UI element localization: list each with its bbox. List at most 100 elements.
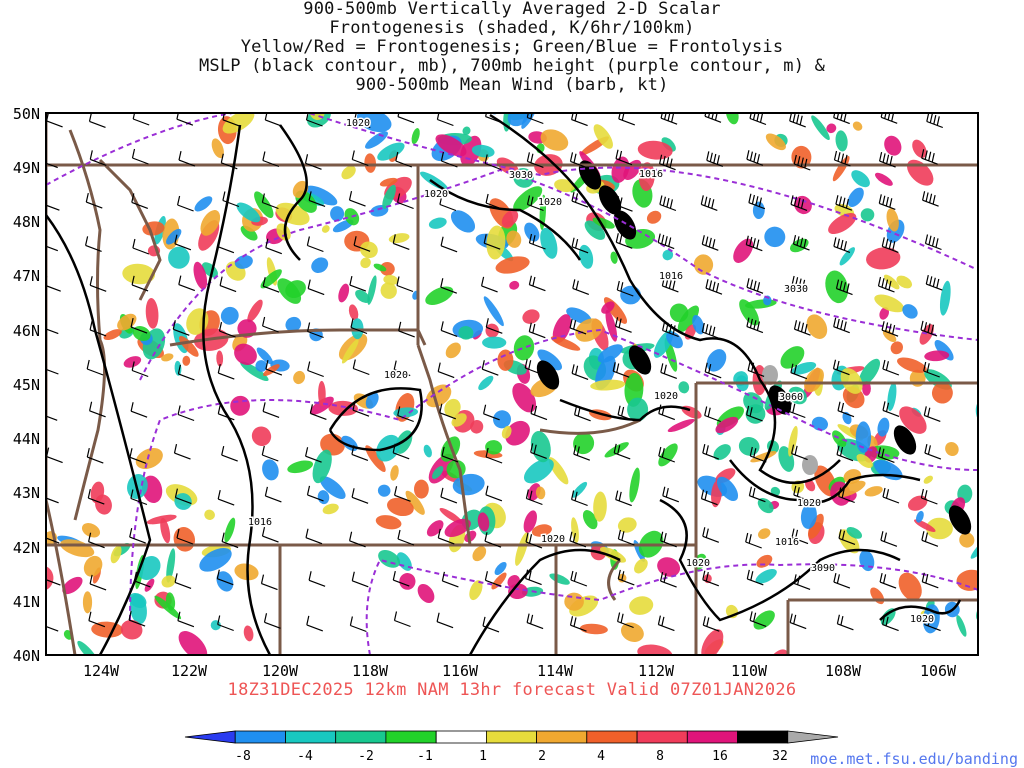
shading-patch [907,495,928,511]
wind-barb [483,404,500,421]
wind-barb [570,570,588,587]
wind-barb [791,444,808,461]
wind-barb [526,195,544,212]
shading-patch [240,225,258,241]
shading-patch [367,75,393,90]
mslp-contour [202,124,272,655]
shading-patch [451,413,467,427]
lon-label: 124W [83,662,120,680]
wind-barb [85,192,103,209]
lat-lon-axes: 50N 49N 48N 47N 46N 45N 44N 43N 42N 41N … [13,105,957,680]
wind-barb [877,276,895,293]
shading-patch [956,615,967,637]
shading-patch [884,135,902,156]
wind-barb [749,446,767,463]
strong-frontogenesis-core [613,210,637,240]
shading-patch [924,350,950,362]
title-line-1: 900-500mb Vertically Averaged 2-D Scalar [303,0,721,19]
shading-patch [883,274,900,290]
wind-barb [308,191,326,207]
wind-barb [222,191,240,208]
wind-barb [132,238,150,255]
shading-patch [959,532,975,548]
wind-barb [526,113,544,125]
shading-patch [753,610,775,630]
wind-barb [178,150,196,167]
shading-patch [262,459,279,481]
wind-barb [662,486,680,503]
wind-barb [348,190,366,207]
shading-patch [485,323,499,338]
wind-barb [615,196,633,212]
shading-patch [405,490,425,515]
shading-patch [5,559,36,586]
lon-label: 108W [825,662,862,680]
shading-patch [862,381,871,396]
shading-patch [420,171,449,191]
strong-frontogenesis-core [893,425,917,455]
shading-patch [161,353,174,362]
lat-label: 48N [13,213,40,231]
credit-link[interactable]: moe.met.fsu.edu/banding [810,750,1018,768]
wind-barb [46,625,59,632]
wind-barb [659,154,676,171]
shading-patch [887,382,897,412]
shading-patch [666,331,683,349]
shading-patch [312,449,332,484]
shading-patch [330,206,345,222]
height-label: 3030 [784,284,808,295]
wind-barb [528,275,546,292]
wind-barb [88,611,106,628]
wind-barb [437,362,455,379]
shading-patch [445,342,461,359]
lat-label: 49N [13,159,40,177]
wind-barb [394,486,411,502]
wind-barb [924,615,941,632]
wind-barb [309,404,327,420]
shading-patch [319,476,346,500]
wind-barb [660,531,677,548]
wind-barb [747,361,765,377]
wind-barb [702,527,720,543]
wind-barb [882,401,900,417]
shading-patch [477,512,490,532]
shading-patch [919,324,934,345]
title-line-5: 900-500mb Mean Wind (barb, kt) [355,75,669,95]
shading-patch [770,649,788,655]
wind-barb [264,113,282,127]
shading-patch [1006,494,1024,503]
shading-patch [597,344,623,363]
wind-barb [86,359,104,376]
wind-barb [261,445,279,462]
colorbar-swatch [234,730,286,744]
wind-barb [174,488,192,505]
wind-barb [351,571,369,588]
wind-barb [86,447,104,464]
wind-barb [306,615,324,632]
mslp-contour [468,548,621,655]
shading-patch [716,476,739,502]
colorbar-swatch [586,730,638,744]
wind-barb [350,318,368,335]
wind-barb [176,113,194,126]
state-border [539,418,641,435]
state-border [98,158,162,301]
shading-patch [46,566,54,591]
shading-patch [523,458,554,484]
wind-barb [746,405,763,422]
wind-barb [612,362,630,378]
shading-patch [243,625,254,642]
wind-barb [878,194,896,210]
wind-barb [441,571,459,588]
wind-barb [790,363,808,380]
wind-barb [351,150,369,167]
shading-patch [379,177,398,187]
shading-patch [497,349,514,371]
wind-barb [305,528,323,545]
wind-barb [790,195,808,211]
wind-barb [528,322,546,339]
height-label: 3060 [779,392,803,403]
mslp-label: 1016 [659,271,683,282]
wind-barb [837,401,855,418]
mslp-contour [659,498,901,622]
